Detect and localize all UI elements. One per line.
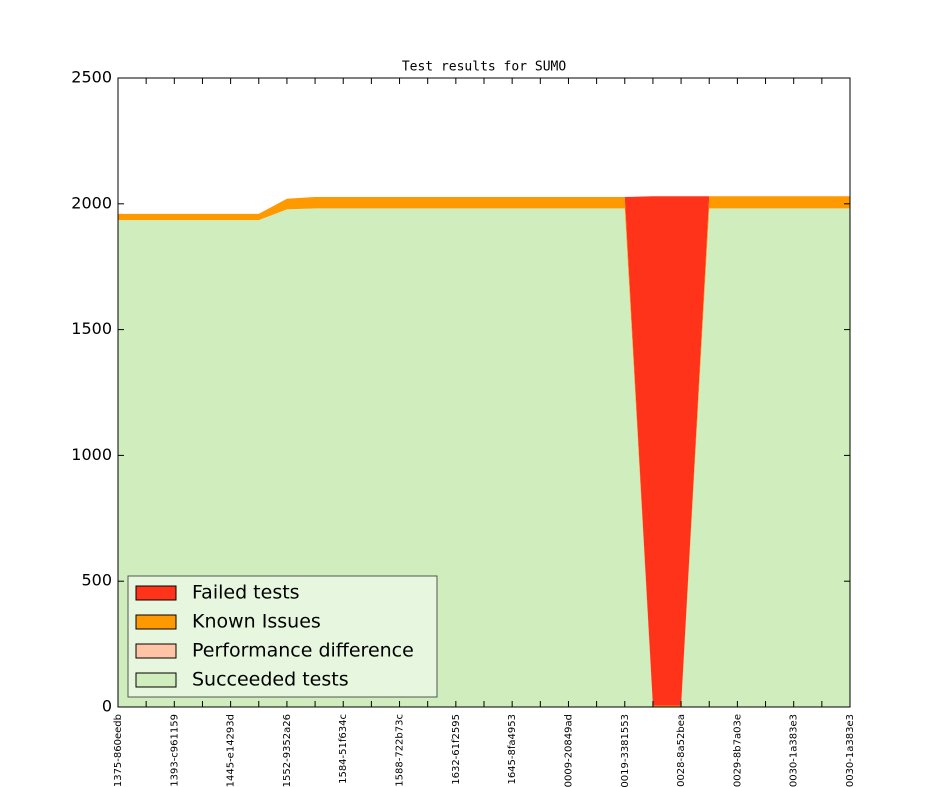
y-tick-label: 1500	[71, 319, 112, 338]
legend-swatch	[135, 614, 177, 630]
legend-label: Succeeded tests	[192, 669, 349, 691]
x-tick-label: 1445-e14293d	[226, 714, 237, 787]
y-tick-label: 500	[81, 571, 112, 590]
x-tick-label: 1393-c961159	[169, 714, 180, 787]
x-tick-label: 1632-61f2595	[451, 714, 462, 785]
chart-title: Test results for SUMO	[402, 60, 567, 75]
y-tick-label: 2500	[71, 68, 112, 87]
x-tick-label: 0019-3381553	[620, 714, 631, 787]
x-tick-label: 1584-51f634c	[338, 714, 349, 784]
x-tick-label: 0030-1a383e3	[789, 714, 800, 787]
y-tick-label: 1000	[71, 445, 112, 464]
x-tick-label: 1645-8fa4953	[507, 714, 518, 785]
legend-swatch	[135, 672, 177, 688]
x-tick-label: 1552-9352a26	[282, 714, 293, 787]
legend-swatch	[135, 643, 177, 659]
x-tick-label: 1588-722b73c	[395, 714, 406, 787]
legend-label: Known Issues	[192, 611, 321, 633]
x-tick-label: 0030-1a383e3	[845, 714, 856, 787]
y-tick-label: 2000	[71, 193, 112, 212]
x-tick-label: 1375-860eedb	[113, 714, 124, 787]
y-tick-label: 0	[102, 697, 112, 716]
legend-swatch	[135, 585, 177, 601]
legend-label: Failed tests	[192, 582, 300, 604]
legend-box	[127, 575, 438, 698]
legend: Failed tests Known Issues Performance diff…	[127, 575, 438, 698]
x-tick-label: 0028-8a52bea	[676, 714, 687, 787]
x-tick-label: 0009-20849ad	[563, 714, 574, 787]
area	[118, 196, 850, 706]
x-tick-label: 0029-8b7a03e	[732, 714, 743, 787]
legend-label: Performance difference	[192, 640, 414, 662]
